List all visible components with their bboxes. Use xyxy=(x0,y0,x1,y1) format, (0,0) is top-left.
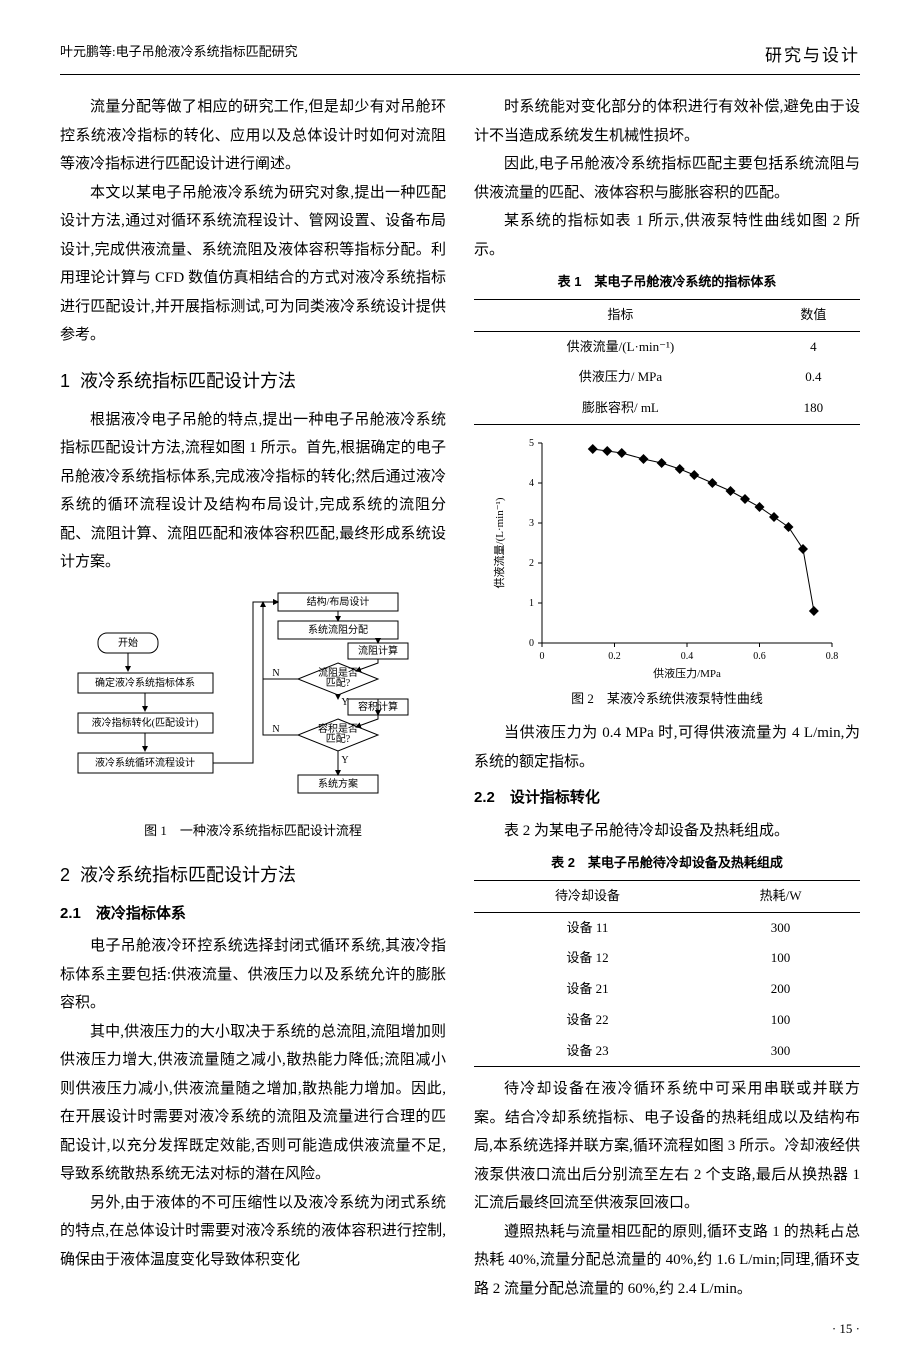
para: 遵照热耗与流量相匹配的原则,循环支路 1 的热耗占总热耗 40%,流量分配总流量… xyxy=(474,1218,860,1304)
figure-1-caption: 图 1 一种液冷系统指标匹配设计流程 xyxy=(60,819,446,844)
subsec-num: 2.2 xyxy=(474,789,495,806)
figure-2-chart: 0 0.2 0.4 0.6 0.8 0 1 2 3 4 5 供液压力/MPa 供液流量/(L·min⁻¹… xyxy=(487,433,847,683)
cell: 设备 23 xyxy=(474,1036,701,1067)
svg-text:供液压力/MPa: 供液压力/MPa xyxy=(653,666,721,680)
table-1-caption: 表 1 某电子吊舱液冷系统的指标体系 xyxy=(474,270,860,295)
para: 另外,由于液体的不可压缩性以及液冷系统为闭式系统的特点,在总体设计时需要对液冷系… xyxy=(60,1189,446,1275)
table-row: 供液流量/(L·min⁻¹)4 xyxy=(474,331,860,362)
cell: 180 xyxy=(767,393,860,424)
para: 流量分配等做了相应的研究工作,但是却少有对吊舱环控系统液冷指标的转化、应用以及总… xyxy=(60,93,446,179)
svg-text:4: 4 xyxy=(529,478,534,489)
para: 本文以某电子吊舱液冷系统为研究对象,提出一种匹配设计方法,通过对循环系统流程设计… xyxy=(60,179,446,350)
flow-node: 流阻计算 xyxy=(358,644,398,657)
cell: 300 xyxy=(701,1036,860,1067)
cell: 0.4 xyxy=(767,362,860,393)
table-row: 设备 12100 xyxy=(474,943,860,974)
table-row: 设备 21200 xyxy=(474,974,860,1005)
table-header: 指标 xyxy=(474,299,767,331)
cell: 设备 11 xyxy=(474,912,701,943)
subsec-num: 2.1 xyxy=(60,905,81,922)
section-heading-1: 1 液冷系统指标匹配设计方法 xyxy=(60,364,446,398)
cell: 供液压力/ MPa xyxy=(474,362,767,393)
flow-node: 系统流阻分配 xyxy=(308,623,368,636)
table-2: 待冷却设备 热耗/W 设备 11300 设备 12100 设备 21200 设备… xyxy=(474,880,860,1067)
para: 当供液压力为 0.4 MPa 时,可得供液流量为 4 L/min,为系统的额定指… xyxy=(474,719,860,776)
section-number: 2 xyxy=(60,865,70,885)
flow-node-start: 开始 xyxy=(118,636,138,649)
flow-label-no: N xyxy=(272,724,279,735)
cell: 供液流量/(L·min⁻¹) xyxy=(474,331,767,362)
table-header: 热耗/W xyxy=(701,881,860,913)
cell: 100 xyxy=(701,943,860,974)
flow-node: 确定液冷系统指标体系 xyxy=(95,676,195,689)
flow-label-yes: Y xyxy=(341,755,348,766)
cell: 设备 21 xyxy=(474,974,701,1005)
page-number: · 15 · xyxy=(60,1317,860,1342)
flow-node: 系统方案 xyxy=(318,777,358,790)
svg-text:0: 0 xyxy=(540,651,545,662)
para: 因此,电子吊舱液冷系统指标匹配主要包括系统流阻与供液流量的匹配、液体容积与膨胀容… xyxy=(474,150,860,207)
subsection-2-2: 2.2 设计指标转化 xyxy=(474,784,860,813)
two-column-layout: 流量分配等做了相应的研究工作,但是却少有对吊舱环控系统液冷指标的转化、应用以及总… xyxy=(60,93,860,1303)
svg-text:5: 5 xyxy=(529,438,534,449)
flow-node: 匹配? xyxy=(326,733,351,745)
flow-node: 匹配? xyxy=(326,677,351,689)
cell: 膨胀容积/ mL xyxy=(474,393,767,424)
subsec-title: 液冷指标体系 xyxy=(96,905,186,922)
right-column: 时系统能对变化部分的体积进行有效补偿,避免由于设计不当造成系统发生机械性损坏。 … xyxy=(474,93,860,1303)
para: 表 2 为某电子吊舱待冷却设备及热耗组成。 xyxy=(474,817,860,846)
cell: 设备 12 xyxy=(474,943,701,974)
table-row: 设备 11300 xyxy=(474,912,860,943)
svg-text:1: 1 xyxy=(529,598,534,609)
svg-text:0.6: 0.6 xyxy=(753,651,766,662)
para: 根据液冷电子吊舱的特点,提出一种电子吊舱液冷系统指标匹配设计方法,流程如图 1 … xyxy=(60,406,446,577)
header-left: 叶元鹏等:电子吊舱液冷系统指标匹配研究 xyxy=(60,40,298,72)
table-row: 膨胀容积/ mL180 xyxy=(474,393,860,424)
subsection-2-1: 2.1 液冷指标体系 xyxy=(60,900,446,929)
figure-2-caption: 图 2 某液冷系统供液泵特性曲线 xyxy=(474,687,860,712)
cell: 设备 22 xyxy=(474,1005,701,1036)
table-header: 数值 xyxy=(767,299,860,331)
svg-text:0.8: 0.8 xyxy=(826,651,839,662)
para: 其中,供液压力的大小取决于系统的总流阻,流阻增加则供液压力增大,供液流量随之减小… xyxy=(60,1018,446,1189)
table-header: 待冷却设备 xyxy=(474,881,701,913)
cell: 4 xyxy=(767,331,860,362)
table-row: 设备 23300 xyxy=(474,1036,860,1067)
flow-node: 液冷系统循环流程设计 xyxy=(95,756,195,769)
svg-text:3: 3 xyxy=(529,518,534,529)
table-row: 设备 22100 xyxy=(474,1005,860,1036)
svg-text:0: 0 xyxy=(529,638,534,649)
cell: 300 xyxy=(701,912,860,943)
header-right: 研究与设计 xyxy=(765,40,860,72)
cell: 200 xyxy=(701,974,860,1005)
section-number: 1 xyxy=(60,371,70,391)
svg-text:2: 2 xyxy=(529,558,534,569)
svg-text:0.2: 0.2 xyxy=(608,651,621,662)
cell: 100 xyxy=(701,1005,860,1036)
section-title: 液冷系统指标匹配设计方法 xyxy=(80,371,296,391)
para: 某系统的指标如表 1 所示,供液泵特性曲线如图 2 所示。 xyxy=(474,207,860,264)
flow-label-no: N xyxy=(272,668,279,679)
table-row: 供液压力/ MPa0.4 xyxy=(474,362,860,393)
svg-text:0.4: 0.4 xyxy=(681,651,694,662)
left-column: 流量分配等做了相应的研究工作,但是却少有对吊舱环控系统液冷指标的转化、应用以及总… xyxy=(60,93,446,1303)
flow-node: 液冷指标转化(匹配设计) xyxy=(92,716,199,729)
flow-label-yes: Y xyxy=(341,697,348,708)
subsec-title: 设计指标转化 xyxy=(510,789,600,806)
flow-node: 结构/布局设计 xyxy=(307,595,370,608)
svg-text:供液流量/(L·min⁻¹): 供液流量/(L·min⁻¹) xyxy=(492,497,506,588)
para: 待冷却设备在液冷循环系统中可采用串联或并联方案。结合冷却系统指标、电子设备的热耗… xyxy=(474,1075,860,1218)
table-1: 指标 数值 供液流量/(L·min⁻¹)4 供液压力/ MPa0.4 膨胀容积/… xyxy=(474,299,860,425)
section-heading-2: 2 液冷系统指标匹配设计方法 xyxy=(60,858,446,892)
page-header: 叶元鹏等:电子吊舱液冷系统指标匹配研究 研究与设计 xyxy=(60,40,860,75)
table-2-caption: 表 2 某电子吊舱待冷却设备及热耗组成 xyxy=(474,851,860,876)
section-title: 液冷系统指标匹配设计方法 xyxy=(80,865,296,885)
para: 电子吊舱液冷环控系统选择封闭式循环系统,其液冷指标体系主要包括:供液流量、供液压… xyxy=(60,932,446,1018)
figure-1-flowchart: 开始 确定液冷系统指标体系 液冷指标转化(匹配设计) 液冷系统循环流程设计 结构… xyxy=(73,585,433,815)
para: 时系统能对变化部分的体积进行有效补偿,避免由于设计不当造成系统发生机械性损坏。 xyxy=(474,93,860,150)
